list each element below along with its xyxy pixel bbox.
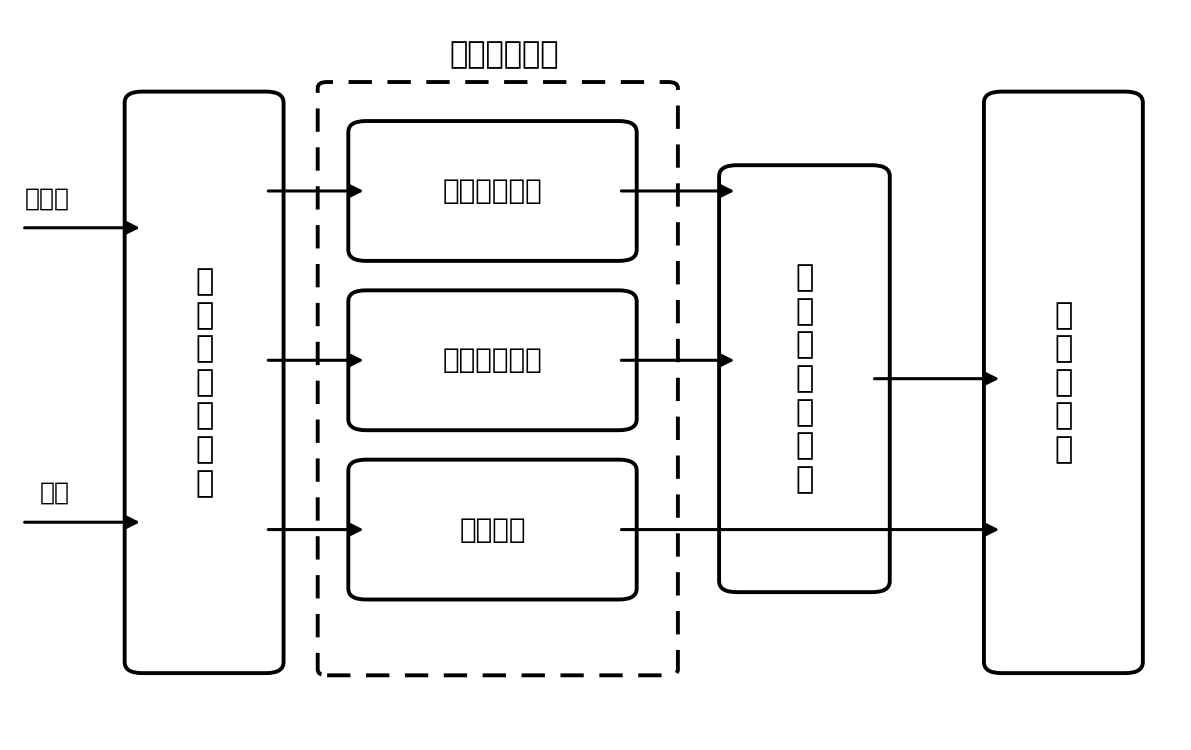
Text: 树形压缩模块: 树形压缩模块 [450,40,560,70]
FancyBboxPatch shape [348,460,637,599]
FancyBboxPatch shape [125,92,283,674]
Text: 二
进
制
结
果: 二 进 制 结 果 [1054,301,1073,464]
Text: 精确压缩单元: 精确压缩单元 [443,177,542,205]
Text: 截断单元: 截断单元 [460,515,525,544]
Text: 部
分
积
生
成
模
块: 部 分 积 生 成 模 块 [195,267,213,498]
FancyBboxPatch shape [348,290,637,430]
Text: 被乘数: 被乘数 [25,186,69,210]
Text: 近似压缩单元: 近似压缩单元 [443,346,542,374]
FancyBboxPatch shape [348,121,637,261]
Text: 进
位
加
法
器
模
块: 进 位 加 法 器 模 块 [796,263,813,494]
FancyBboxPatch shape [984,92,1143,674]
FancyBboxPatch shape [719,165,890,592]
Text: 乘数: 乘数 [40,481,70,505]
